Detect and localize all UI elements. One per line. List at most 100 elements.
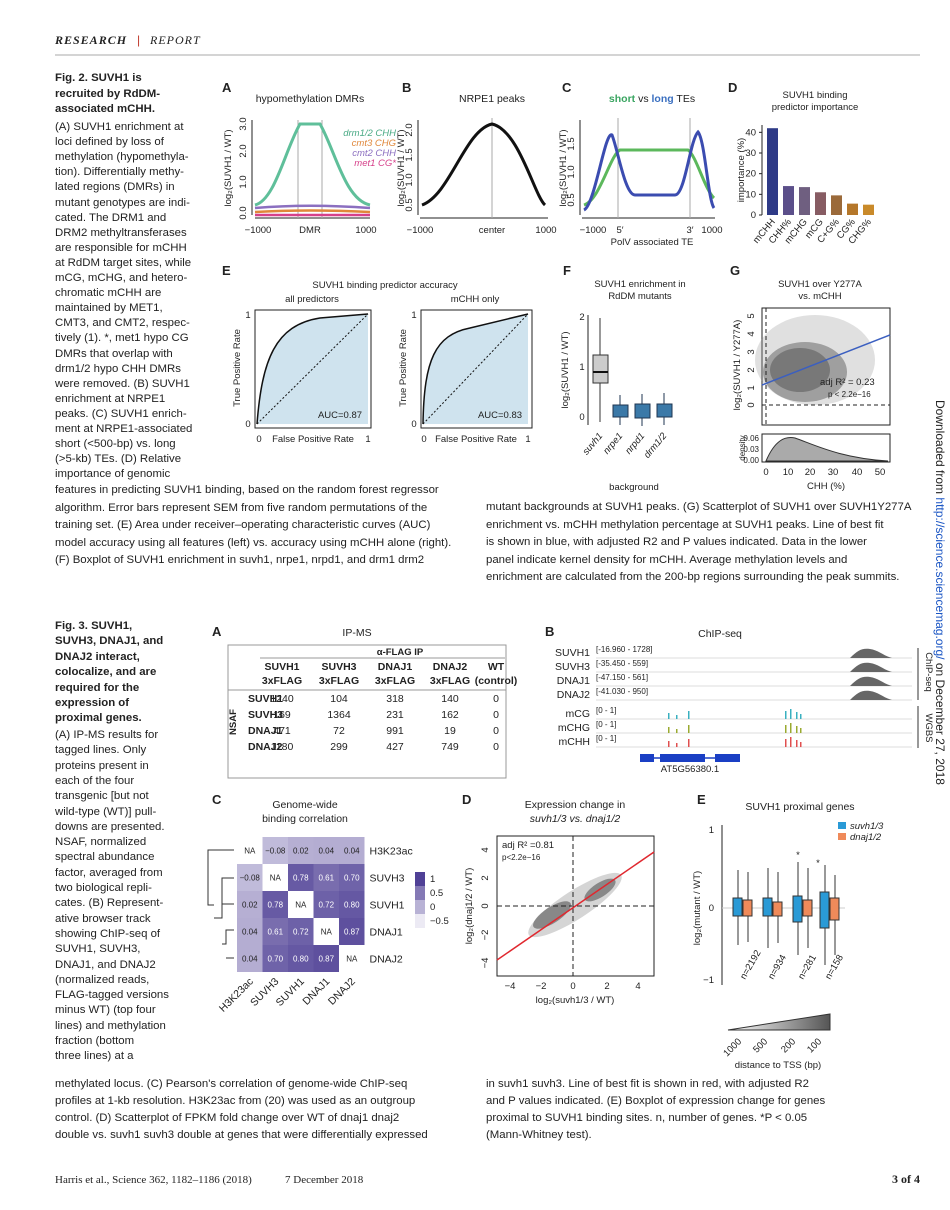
bar (847, 203, 858, 215)
row-label: SUVH3 (370, 873, 405, 885)
tick: 1 (245, 310, 250, 321)
box (592, 354, 609, 384)
track-name: SUVH3 (555, 661, 590, 673)
cell-value: 0.78 (293, 874, 309, 883)
y-tick: 1.0 (404, 173, 415, 186)
y-tick: 2.0 (238, 144, 249, 157)
legend-entry: drm1/2 CHH (343, 128, 396, 139)
legend-label: 0 (430, 902, 435, 913)
caption-line: training set. (E) Area under receiver–op… (55, 519, 431, 531)
note-part: Downloaded from (933, 400, 947, 494)
scatter-cloud (533, 901, 571, 929)
caption-line: spectral abundance (55, 851, 155, 864)
dendrogram (207, 849, 234, 959)
row-name: SUVH3 (248, 709, 283, 721)
cell: 0 (493, 693, 499, 705)
cell-value: NA (346, 955, 358, 964)
caption-line: DNAJ2 interact, (55, 650, 140, 663)
box (762, 897, 773, 917)
cell-value: 0.61 (318, 874, 334, 883)
page-number: 3 of 4 (892, 1172, 920, 1186)
n-label: n=934 (766, 953, 789, 982)
track-range: [0 - 1] (596, 706, 616, 715)
curve (583, 148, 716, 207)
cell-value: −0.08 (265, 847, 286, 856)
row-name: SUVH1 (248, 693, 283, 705)
caption-line: (A) IP-MS results for (55, 729, 159, 741)
y-label: log₂(dnaj1/2 / WT) (464, 868, 475, 945)
y-tick: 1 (709, 825, 714, 836)
caption-line: model accuracy using all features (left)… (55, 536, 452, 549)
caption-line: drm1/2 hypo CHH DMRs (55, 362, 181, 375)
x-label: CHH (%) (807, 481, 845, 492)
cell (237, 945, 263, 972)
bar (799, 187, 810, 215)
y-tick: 0.5 (404, 198, 415, 211)
annotation: p<2.2e−16 (502, 853, 541, 862)
caption-line: fraction (bottom (55, 1035, 135, 1047)
y-tick: 0.0 (238, 206, 249, 219)
tick: 1 (365, 434, 370, 445)
tick: 0 (421, 434, 426, 445)
y-tick: 5 (746, 313, 757, 318)
tick: 0 (256, 434, 261, 445)
y-tick: 0 (480, 903, 491, 908)
row-label: DNAJ1 (370, 927, 403, 939)
citation: Harris et al., Science 362, 1182–1186 (2… (55, 1174, 252, 1186)
x-tick: −1000 (580, 225, 607, 236)
x-tick: nrpe1 (601, 431, 625, 457)
cell-value: 0.04 (242, 955, 258, 964)
caption-line: loci defined by loss of (55, 136, 164, 149)
meth-bar (800, 728, 802, 733)
cell: 1240 (270, 693, 294, 705)
gene-label: AT5G56380.1 (661, 764, 719, 775)
cell (313, 918, 339, 945)
note-link[interactable]: http://science.sciencemag.org/ (933, 497, 947, 660)
n-label: n=158 (823, 953, 846, 982)
y-label: log₂(mutant / WT) (692, 871, 703, 945)
track-name: mCG (566, 708, 591, 720)
caption-line: Fig. 2. SUVH1 is (55, 72, 142, 84)
caption-line: mCG, mCHG, and hetero- (55, 272, 188, 284)
bar (815, 192, 826, 215)
roc-curve (422, 313, 529, 425)
caption-line: features in predicting SUVH1 binding, ba… (55, 484, 439, 496)
cell-value: 0.04 (318, 847, 334, 856)
cell (262, 837, 288, 864)
cell: 104 (330, 693, 348, 705)
y-label: log₂(SUVH1 / WT) (223, 129, 234, 206)
column-header: (control) (475, 675, 518, 687)
x-tick: 20 (805, 467, 816, 478)
meth-bar (676, 715, 678, 719)
title-part: TEs (676, 93, 695, 105)
panel-title: Expression change in (525, 799, 626, 811)
cell (313, 891, 339, 918)
fig3-a: A IP-MS α-FLAG IP NSAF SUVH1 3xFLAG SUVH3 3… (212, 624, 518, 779)
cell-value: NA (270, 874, 282, 883)
column-header: 3xFLAG (319, 675, 359, 687)
legend-swatch (838, 833, 846, 840)
caption-line: cates. (B) Represent- (55, 897, 164, 910)
curve (254, 122, 371, 207)
fig2-d: D SUVH1 binding predictor importance imp… (728, 80, 874, 247)
caption-line: proteins present in (55, 759, 149, 772)
track-range: [0 - 1] (596, 720, 616, 729)
cell-value: 0.04 (344, 847, 360, 856)
y-tick: 0.06 (743, 434, 759, 443)
col-label: H3K23ac (217, 976, 256, 1015)
panel-title: SUVH1 over Y277A (778, 279, 862, 290)
caption-line: expression of (55, 697, 130, 709)
column-header: SUVH3 (321, 661, 356, 673)
x-label: False Positive Rate (435, 434, 517, 445)
caption-line: required for the (55, 681, 140, 694)
caption-line: transgenic [but not (55, 790, 149, 803)
legend-swatch (415, 872, 425, 886)
column-header: 3xFLAG (375, 675, 415, 687)
panel-label: B (402, 80, 411, 95)
exon (640, 754, 654, 762)
caption-line: were removed. (B) SUVH1 (55, 377, 190, 390)
title-part: long (652, 93, 674, 105)
legend-swatch (415, 900, 425, 914)
cell: 991 (386, 725, 404, 737)
plot-frame (761, 307, 891, 426)
